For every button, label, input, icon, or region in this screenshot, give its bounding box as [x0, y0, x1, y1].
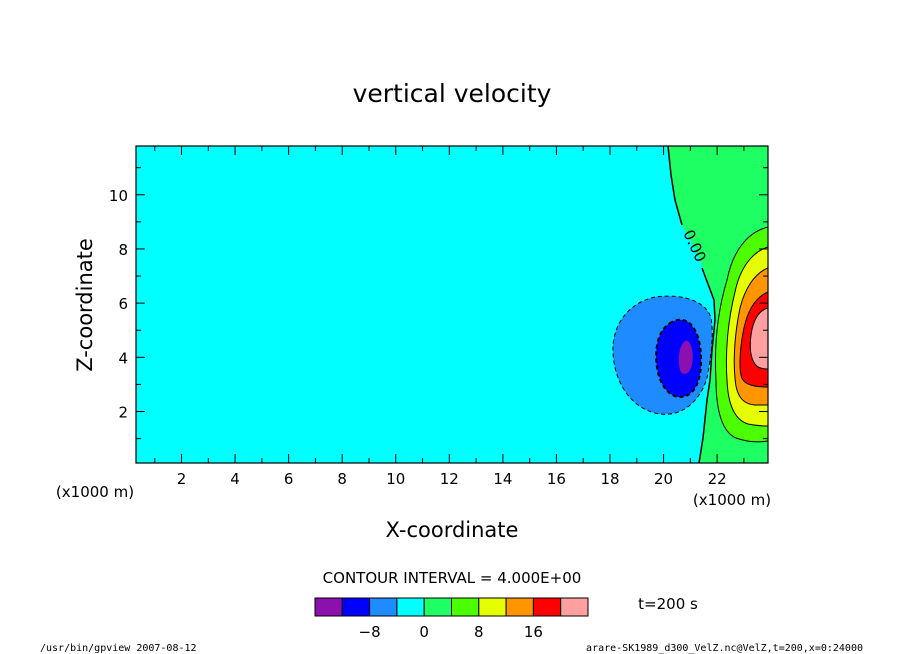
chart-title: vertical velocity [353, 79, 552, 108]
x-tick-label: 16 [547, 470, 566, 488]
colorbar-swatch [505, 597, 534, 617]
footer-right-text: arare-SK1989_d300_VelZ.nc@VelZ,t=200,x=0… [586, 643, 863, 654]
region-level-minus16-minus12 [678, 340, 693, 374]
y-tick-label: 6 [118, 295, 128, 313]
colorbar-ticks: −8 0 8 16 [359, 623, 543, 641]
y-axis: 2 4 6 8 10 [109, 167, 768, 440]
x-tick-label: 12 [440, 470, 459, 488]
colorbar-tick-label: 8 [474, 623, 484, 641]
x-tick-label: 22 [708, 470, 727, 488]
y-tick-label: 8 [118, 241, 128, 259]
colorbar-swatch [560, 597, 589, 617]
x-unit-note-left: (x1000 m) [56, 483, 134, 501]
x-tick-label: 8 [337, 470, 347, 488]
region-level-20-24 [750, 308, 768, 369]
colorbar-tick-label: −8 [359, 623, 381, 641]
plot-area [136, 146, 768, 463]
time-label: t=200 s [638, 595, 698, 613]
x-tick-label: 10 [386, 470, 405, 488]
colorbar-swatch [314, 597, 343, 617]
colorbar [314, 597, 589, 617]
x-tick-label: 2 [177, 470, 187, 488]
x-axis: 2 4 6 8 10 12 14 16 18 20 22 [154, 146, 745, 488]
contour-interval-text: CONTOUR INTERVAL = 4.000E+00 [323, 569, 582, 587]
colorbar-tick-label: 16 [524, 623, 543, 641]
y-tick-label: 2 [118, 404, 128, 422]
colorbar-swatch [478, 597, 507, 617]
x-tick-label: 6 [284, 470, 294, 488]
colorbar-swatch [341, 597, 371, 617]
x-tick-label: 4 [230, 470, 240, 488]
colorbar-swatch [423, 597, 453, 617]
colorbar-tick-label: 0 [419, 623, 429, 641]
colorbar-swatch [396, 597, 425, 617]
colorbar-swatch [369, 597, 398, 617]
x-tick-label: 14 [493, 470, 512, 488]
x-tick-label: 20 [654, 470, 673, 488]
zero-contour-line [667, 146, 716, 463]
region-level-minus12-minus8 [654, 318, 703, 399]
plot-frame [135, 145, 769, 464]
updraft-contours [714, 226, 768, 443]
y-axis-label: Z-coordinate [73, 238, 97, 372]
colorbar-swatch [532, 597, 562, 617]
x-tick-label: 18 [600, 470, 619, 488]
y-tick-label: 10 [109, 187, 128, 205]
x-axis-label: X-coordinate [386, 518, 519, 542]
footer-left-text: /usr/bin/gpview 2007-08-12 [40, 643, 197, 654]
colorbar-swatch [451, 597, 480, 617]
y-tick-label: 4 [118, 349, 128, 367]
x-unit-note-right: (x1000 m) [693, 491, 771, 509]
